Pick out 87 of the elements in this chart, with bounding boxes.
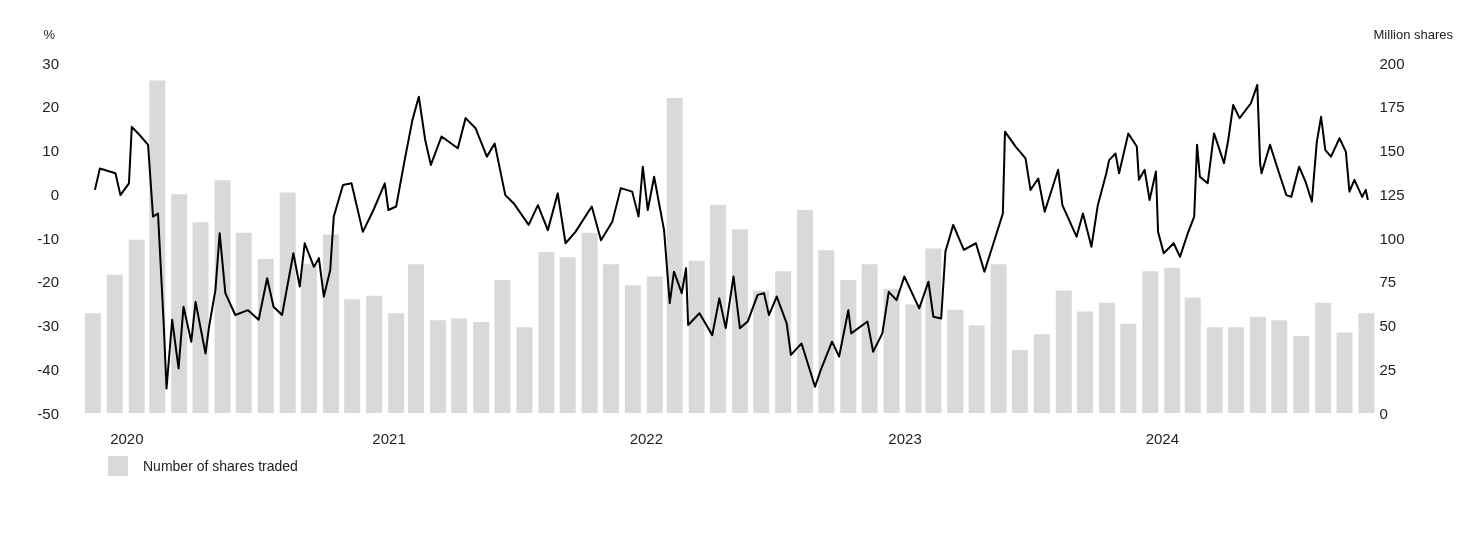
bar	[538, 252, 555, 413]
bar	[775, 271, 792, 413]
y2-tick-label: 25	[1379, 360, 1397, 378]
y-axis-title: %	[43, 27, 56, 42]
bar	[797, 210, 814, 413]
bar	[968, 325, 985, 413]
bar	[1293, 336, 1310, 413]
y-tick-label: -30	[37, 317, 59, 334]
y-tick-label: -10	[37, 229, 59, 247]
bar	[300, 264, 317, 413]
bar	[709, 204, 726, 413]
y2-tick-label: 175	[1379, 98, 1405, 116]
y-tick-label: 0	[50, 185, 59, 203]
y2-tick-label: 50	[1379, 317, 1397, 334]
bar	[407, 264, 424, 413]
bar	[646, 276, 663, 413]
y-tick-label: -40	[37, 360, 59, 378]
bar	[257, 259, 274, 413]
y2-tick-label: 0	[1379, 404, 1388, 422]
bar	[388, 313, 405, 413]
bar	[1336, 332, 1353, 413]
bar	[753, 290, 770, 413]
bar	[818, 250, 835, 413]
bar	[192, 222, 209, 413]
bar	[149, 80, 166, 413]
bar	[624, 285, 641, 413]
bar	[947, 309, 964, 413]
bar	[925, 248, 942, 413]
bar	[666, 98, 683, 413]
bar	[1271, 320, 1288, 413]
bar	[1099, 302, 1116, 413]
x-tick-label: 2021	[372, 430, 406, 447]
bar	[1315, 302, 1332, 413]
bar	[322, 234, 339, 413]
bar	[1184, 297, 1201, 413]
line-series	[93, 83, 1369, 390]
y2-axis-title: Million shares	[1373, 27, 1454, 42]
legend-label: Number of shares traded	[143, 458, 298, 474]
bar	[1033, 334, 1050, 413]
bar	[494, 280, 511, 413]
bar	[344, 299, 361, 413]
bar	[1120, 323, 1137, 413]
y2-tick-label: 100	[1379, 229, 1405, 247]
bar	[1250, 316, 1266, 413]
bar	[883, 288, 900, 413]
bar	[581, 232, 598, 413]
bar	[1055, 290, 1072, 413]
bar	[602, 264, 619, 413]
y2-tick-label: 75	[1379, 273, 1397, 291]
bar	[1077, 311, 1094, 413]
bar	[861, 264, 878, 413]
bar	[128, 239, 145, 413]
bar	[1206, 327, 1223, 413]
bar	[905, 304, 922, 413]
bar	[688, 260, 705, 413]
bar	[731, 229, 748, 413]
bar	[516, 327, 533, 413]
y-tick-label: 30	[42, 54, 59, 72]
bar	[1164, 267, 1181, 413]
bar	[1011, 350, 1028, 413]
bar	[279, 192, 296, 413]
x-tick-label: 2020	[110, 430, 144, 447]
bar	[473, 322, 490, 413]
bar	[171, 194, 188, 413]
bar	[84, 313, 101, 413]
bar	[1228, 327, 1245, 413]
bar	[106, 274, 123, 413]
y-tick-label: 20	[42, 98, 59, 116]
bar	[559, 257, 576, 413]
bar	[366, 295, 383, 413]
x-tick-label: 2023	[888, 430, 922, 447]
bar	[429, 320, 446, 413]
y-tick-label: 10	[42, 142, 59, 159]
y2-tick-label: 150	[1379, 142, 1405, 159]
y2-tick-label: 200	[1379, 54, 1405, 72]
bar	[1358, 313, 1375, 413]
bar	[451, 318, 468, 413]
x-tick-label: 2022	[629, 430, 664, 447]
x-tick-label: 2024	[1145, 430, 1179, 447]
y2-tick-label: 125	[1379, 185, 1405, 203]
bar	[1142, 271, 1159, 413]
bar	[214, 180, 231, 413]
y-tick-label: -20	[37, 273, 59, 291]
bar	[235, 232, 252, 413]
bar	[990, 264, 1007, 413]
bar	[840, 280, 857, 413]
y-tick-label: -50	[37, 404, 59, 422]
